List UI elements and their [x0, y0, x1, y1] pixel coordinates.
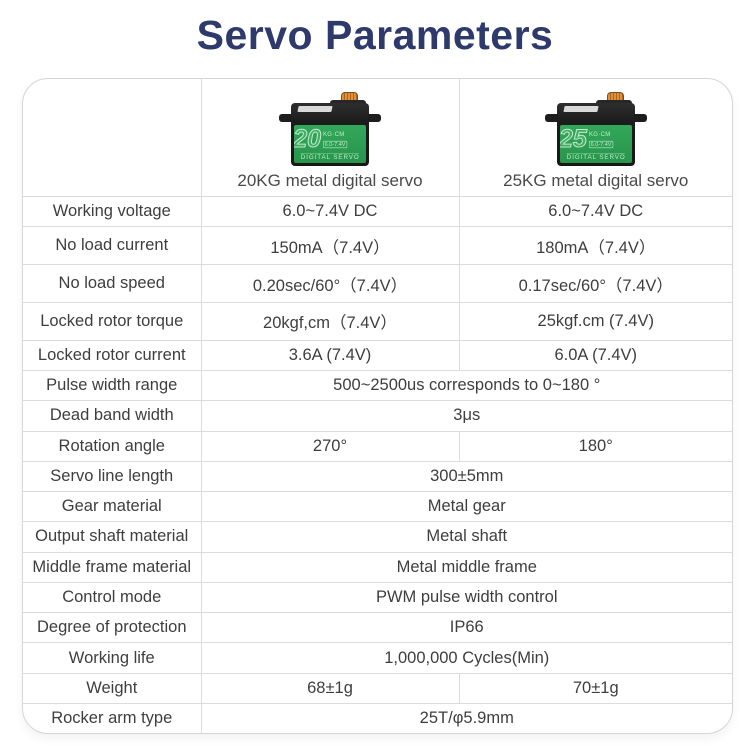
servo-badge-number: 25: [559, 125, 587, 153]
row-value-25kg: 180°: [458, 430, 732, 462]
row-label: Working life: [23, 642, 202, 674]
servo-25kg-image: 25 KG·CM 6.0-7.4V DIGITAL SERVO: [544, 92, 648, 166]
spec-table: 20 KG·CM 6.0-7.4V DIGITAL SERVO: [23, 79, 732, 733]
row-label: Weight: [23, 672, 202, 704]
row-value-merged: Metal gear: [200, 491, 732, 523]
product-header-row: 20 KG·CM 6.0-7.4V DIGITAL SERVO: [23, 79, 732, 197]
table-row: Servo line length 300±5mm: [23, 460, 732, 493]
product-header-20kg: 20 KG·CM 6.0-7.4V DIGITAL SERVO: [200, 79, 460, 197]
servo-body: 20 KG·CM 6.0-7.4V DIGITAL SERVO: [291, 103, 369, 166]
row-value-20kg: 150mA（7.4V）: [200, 226, 460, 266]
product-caption-25kg: 25KG metal digital servo: [503, 171, 689, 190]
row-label: Locked rotor torque: [23, 301, 202, 341]
table-row: Degree of protection IP66: [23, 612, 732, 644]
servo-mount-ear: [368, 114, 381, 122]
row-value-20kg: 6.0~7.4V DC: [200, 195, 460, 228]
table-row: Rotation angle 270° 180°: [23, 430, 732, 462]
table-row: No load speed 0.20sec/60°（7.4V） 0.17sec/60…: [23, 264, 732, 303]
row-value-20kg: 20kgf,cm（7.4V）: [200, 301, 460, 341]
servo-badge-unit: KG·CM: [588, 130, 611, 138]
table-row: Weight 68±1g 70±1g: [23, 672, 732, 704]
table-row: Control mode PWM pulse width control: [23, 581, 732, 614]
servo-badge-voltage: 6.0-7.4V: [588, 140, 613, 148]
row-value-merged: Metal middle frame: [200, 551, 732, 583]
servo-mount-ear: [279, 114, 292, 122]
row-value-merged: 25T/φ5.9mm: [200, 702, 732, 733]
row-label: No load current: [23, 226, 202, 266]
servo-green-badge: 25 KG·CM 6.0-7.4V DIGITAL SERVO: [559, 125, 632, 163]
row-value-20kg: 68±1g: [200, 672, 460, 704]
row-label: Locked rotor current: [23, 339, 202, 372]
servo-mount-ear: [544, 114, 558, 122]
row-value-25kg: 6.0A (7.4V): [458, 339, 732, 372]
table-row: Middle frame material Metal middle frame: [23, 551, 732, 583]
table-row: Gear material Metal gear: [23, 491, 732, 523]
row-label: Middle frame material: [23, 551, 202, 583]
row-value-merged: IP66: [200, 612, 732, 644]
servo-body: 25 KG·CM 6.0-7.4V DIGITAL SERVO: [556, 103, 635, 166]
servo-badge-unit: KG·CM: [323, 130, 345, 138]
table-row: No load current 150mA（7.4V） 180mA（7.4V）: [23, 226, 732, 266]
row-label: Control mode: [23, 581, 202, 614]
row-label: Rocker arm type: [23, 702, 202, 733]
servo-badge-type: DIGITAL SERVO: [566, 153, 626, 162]
row-value-merged: PWM pulse width control: [200, 581, 732, 614]
row-label: Rotation angle: [23, 430, 202, 462]
row-value-merged: 300±5mm: [200, 460, 732, 493]
row-value-25kg: 25kgf.cm (7.4V): [458, 301, 732, 341]
table-row: Dead band width 3μs: [23, 400, 732, 432]
row-label: Degree of protection: [23, 612, 202, 644]
row-value-merged: 3μs: [200, 400, 732, 432]
table-row: Working life 1,000,000 Cycles(Min): [23, 642, 732, 674]
row-value-merged: Metal shaft: [200, 521, 732, 553]
servo-badge-voltage: 6.0-7.4V: [323, 140, 348, 148]
row-label: Pulse width range: [23, 370, 202, 402]
row-label: Working voltage: [23, 195, 202, 228]
row-label: Servo line length: [23, 460, 202, 493]
product-header-25kg: 25 KG·CM 6.0-7.4V DIGITAL SERVO: [458, 79, 732, 197]
servo-badge-number: 20: [294, 125, 321, 153]
row-label: Dead band width: [23, 400, 202, 432]
row-value-20kg: 0.20sec/60°（7.4V）: [200, 264, 460, 303]
servo-mount-ear: [633, 114, 647, 122]
servo-badge-type: DIGITAL SERVO: [300, 153, 360, 162]
row-label: Gear material: [23, 491, 202, 523]
servo-label-strip: [563, 106, 599, 112]
servo-green-badge: 20 KG·CM 6.0-7.4V DIGITAL SERVO: [294, 125, 366, 163]
row-value-25kg: 6.0~7.4V DC: [458, 195, 732, 228]
product-caption-20kg: 20KG metal digital servo: [237, 171, 423, 190]
spec-table-container: 20 KG·CM 6.0-7.4V DIGITAL SERVO: [22, 78, 733, 734]
row-value-merged: 1,000,000 Cycles(Min): [200, 642, 732, 674]
row-value-25kg: 180mA（7.4V）: [458, 226, 732, 266]
table-row: Pulse width range 500~2500us corresponds …: [23, 370, 732, 402]
servo-20kg-image: 20 KG·CM 6.0-7.4V DIGITAL SERVO: [278, 92, 382, 166]
page-title: Servo Parameters: [196, 12, 554, 58]
row-label: Output shaft material: [23, 521, 202, 553]
table-row: Locked rotor torque 20kgf,cm（7.4V） 25kgf.c…: [23, 301, 732, 341]
servo-label-strip: [297, 106, 333, 112]
table-row: Locked rotor current 3.6A (7.4V) 6.0A (7.4…: [23, 339, 732, 372]
row-value-merged: 500~2500us corresponds to 0~180 °: [200, 370, 732, 402]
row-value-25kg: 0.17sec/60°（7.4V）: [458, 264, 732, 303]
row-value-20kg: 270°: [200, 430, 460, 462]
table-row: Rocker arm type 25T/φ5.9mm: [23, 702, 732, 733]
table-row: Working voltage 6.0~7.4V DC 6.0~7.4V DC: [23, 195, 732, 228]
table-row: Output shaft material Metal shaft: [23, 521, 732, 553]
spec-table-body: Working voltage 6.0~7.4V DC 6.0~7.4V DC No …: [23, 195, 732, 733]
row-label: No load speed: [23, 264, 202, 303]
row-value-25kg: 70±1g: [458, 672, 732, 704]
row-value-20kg: 3.6A (7.4V): [200, 339, 460, 372]
header-empty-cell: [23, 79, 202, 197]
